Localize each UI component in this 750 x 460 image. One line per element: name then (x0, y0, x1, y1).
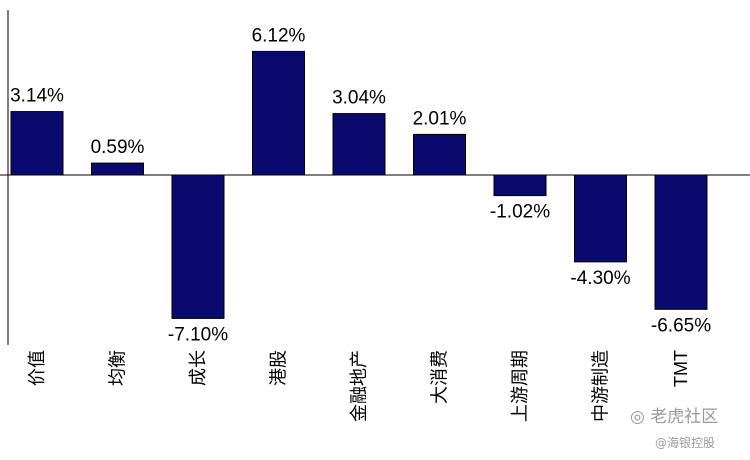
bar (91, 162, 144, 176)
data-label: -4.30% (570, 268, 630, 289)
watermark-sub: @海银控股 (655, 436, 716, 450)
bar (10, 111, 64, 176)
category-label: 港股 (269, 350, 289, 386)
category-label: 价值 (27, 350, 47, 386)
bar (413, 133, 466, 176)
category-label: 大消费 (430, 350, 450, 404)
bar (252, 50, 305, 176)
bar (171, 174, 225, 319)
data-label: -6.65% (651, 315, 711, 336)
watermark-main: ◎ 老虎社区 (630, 407, 719, 427)
bar (574, 174, 627, 263)
bar (654, 174, 708, 310)
category-label: TMT (671, 350, 691, 387)
bar (332, 113, 386, 176)
data-label: 3.04% (332, 88, 386, 109)
data-label: 0.59% (91, 137, 145, 158)
data-label: 6.12% (252, 25, 306, 46)
data-label: 3.14% (10, 86, 64, 107)
category-label: 金融地产 (349, 350, 369, 422)
category-label: 上游周期 (510, 350, 530, 422)
category-label: 均衡 (108, 350, 128, 386)
category-label: 成长 (188, 350, 208, 386)
data-label: -7.10% (168, 324, 228, 345)
data-label: -1.02% (490, 202, 550, 223)
bar (493, 174, 547, 197)
data-label: 2.01% (413, 108, 467, 129)
category-label: 中游制造 (591, 350, 611, 422)
tiger-logo-icon: ◎ (630, 407, 645, 427)
